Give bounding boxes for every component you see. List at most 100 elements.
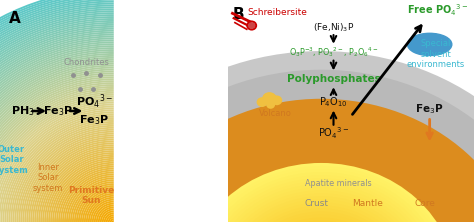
Wedge shape [0,80,114,222]
Circle shape [142,123,474,222]
Wedge shape [4,115,114,222]
Circle shape [163,141,474,222]
Wedge shape [34,144,114,222]
Circle shape [158,137,474,222]
Wedge shape [0,51,114,222]
Circle shape [63,51,474,222]
Circle shape [147,127,474,222]
Wedge shape [0,111,114,222]
Circle shape [166,145,474,222]
Wedge shape [0,0,114,222]
Wedge shape [0,53,114,222]
Wedge shape [38,148,114,222]
Wedge shape [62,171,114,222]
Circle shape [181,158,462,222]
Circle shape [137,118,474,222]
Text: Polyphosphates: Polyphosphates [287,74,380,84]
Circle shape [230,202,412,222]
Wedge shape [60,170,114,222]
Text: B: B [232,7,244,22]
Wedge shape [24,135,114,222]
Circle shape [128,111,474,222]
Text: Fe$_3$P: Fe$_3$P [79,113,109,127]
Wedge shape [100,208,114,222]
Circle shape [159,138,474,222]
Wedge shape [14,125,114,222]
Circle shape [170,148,473,222]
Wedge shape [0,101,114,222]
Wedge shape [0,103,114,222]
Wedge shape [86,195,114,222]
Wedge shape [0,12,114,222]
Circle shape [193,169,449,222]
Wedge shape [0,16,114,222]
Wedge shape [0,0,114,222]
Wedge shape [74,183,114,222]
Circle shape [164,142,474,222]
Wedge shape [92,201,114,222]
Circle shape [144,125,474,222]
Wedge shape [30,141,114,222]
Circle shape [148,128,474,222]
Circle shape [125,107,474,222]
Circle shape [141,122,474,222]
Wedge shape [64,173,114,222]
Wedge shape [0,82,114,222]
Wedge shape [28,139,114,222]
Text: Free PO$_4$$^{3-}$: Free PO$_4$$^{3-}$ [407,2,467,18]
Wedge shape [0,78,114,222]
Wedge shape [94,202,114,222]
Wedge shape [16,127,114,222]
Circle shape [174,152,468,222]
Circle shape [167,146,474,222]
Wedge shape [0,20,114,222]
Wedge shape [0,94,114,222]
Circle shape [161,140,474,222]
Wedge shape [98,206,114,222]
Wedge shape [0,34,114,222]
Wedge shape [2,113,114,222]
Circle shape [197,172,446,222]
Wedge shape [0,74,114,222]
Circle shape [119,102,474,222]
Circle shape [168,147,474,222]
Wedge shape [0,72,114,222]
Circle shape [203,178,439,222]
Wedge shape [0,0,114,222]
Circle shape [117,100,474,222]
Circle shape [217,190,426,222]
Wedge shape [0,67,114,222]
Circle shape [160,139,474,222]
Wedge shape [0,45,114,222]
Ellipse shape [408,33,452,56]
Circle shape [138,119,474,222]
Wedge shape [12,123,114,222]
Circle shape [178,155,464,222]
Wedge shape [46,156,114,222]
Text: PH$_3$: PH$_3$ [11,104,35,118]
Circle shape [272,95,282,105]
Wedge shape [0,2,114,222]
Wedge shape [0,96,114,222]
Circle shape [124,106,474,222]
Circle shape [187,163,456,222]
Circle shape [131,113,474,222]
Wedge shape [20,131,114,222]
Wedge shape [0,41,114,222]
Circle shape [249,23,255,28]
Wedge shape [76,185,114,222]
Wedge shape [22,133,114,222]
Circle shape [132,114,474,222]
Circle shape [123,105,474,222]
Text: Special
solvent
environments: Special solvent environments [407,40,465,69]
Circle shape [150,130,474,222]
Wedge shape [42,152,114,222]
Wedge shape [82,191,114,222]
Wedge shape [102,210,114,222]
Wedge shape [58,168,114,222]
Wedge shape [0,100,114,222]
Circle shape [128,110,474,222]
Wedge shape [104,212,114,222]
Circle shape [155,135,474,222]
Text: Primitive
Sun: Primitive Sun [68,186,114,205]
